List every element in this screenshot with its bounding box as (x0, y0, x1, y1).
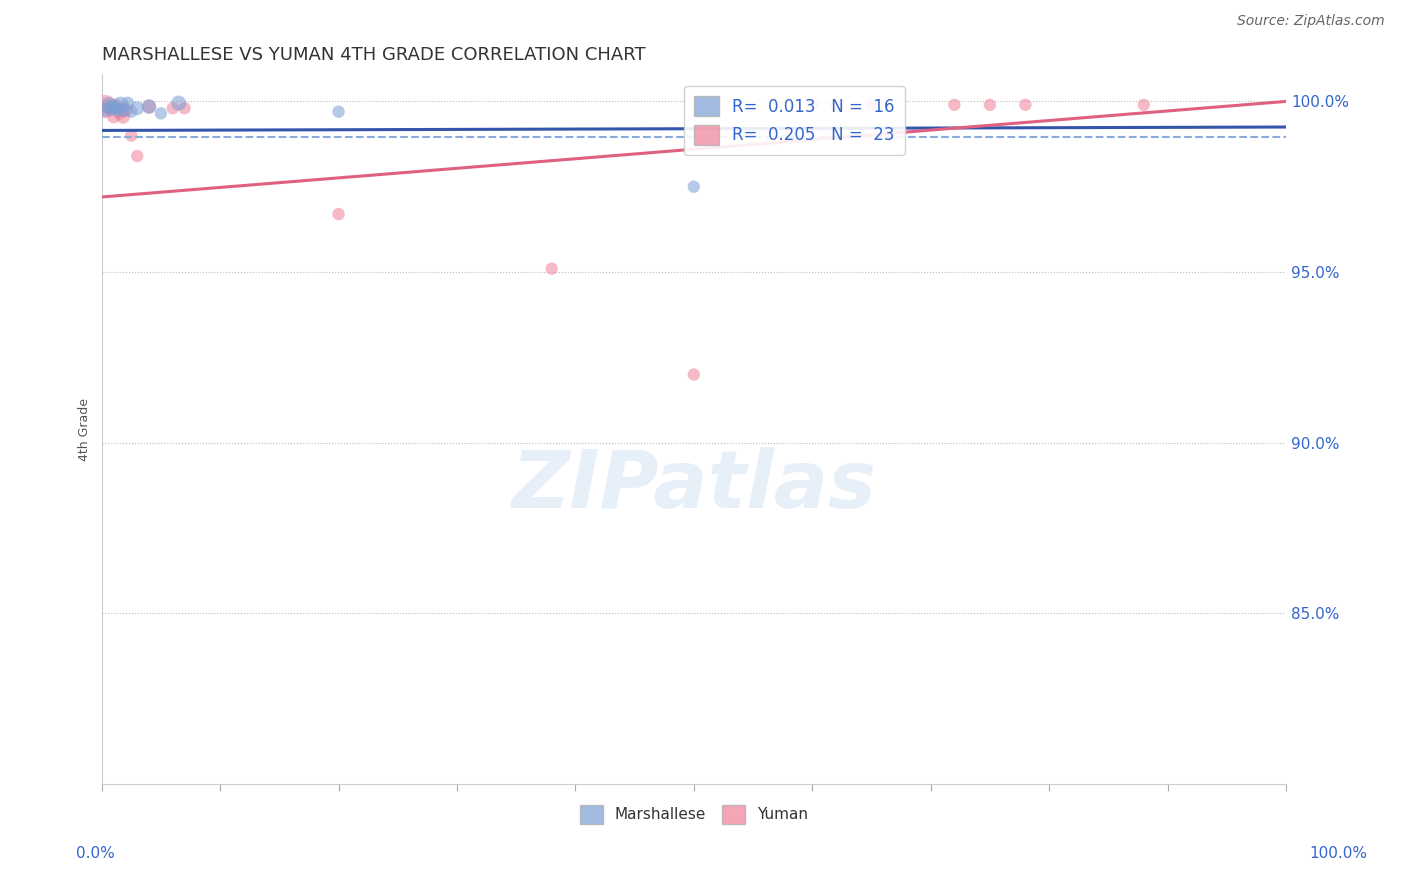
Point (111, 110, 134, 124)
Point (167, 96, 190, 111)
Point (120, 128, 142, 143)
Point (100, 101, 122, 115)
Point (682, 179, 704, 194)
Point (1133, 98, 1156, 112)
Point (127, 101, 149, 115)
Text: ZIPatlas: ZIPatlas (512, 447, 876, 524)
Point (104, 101, 127, 115)
Text: MARSHALLESE VS YUMAN 4TH GRADE CORRELATION CHART: MARSHALLESE VS YUMAN 4TH GRADE CORRELATI… (101, 46, 645, 64)
Point (97, 99, 120, 113)
Point (94, 103, 117, 117)
Point (107, 103, 129, 117)
Point (138, 99, 160, 113)
Point (328, 207, 350, 221)
Point (100, 101, 122, 115)
Point (103, 99, 125, 113)
Point (104, 98, 127, 112)
Text: 100.0%: 100.0% (1309, 847, 1368, 861)
Point (943, 98, 966, 112)
Point (108, 106, 131, 120)
Point (103, 110, 125, 124)
Point (825, 98, 848, 112)
Point (94, 99, 117, 113)
Point (173, 101, 195, 115)
Point (117, 96, 139, 111)
Point (328, 104, 350, 119)
Point (801, 98, 824, 112)
Point (860, 98, 883, 112)
Point (97, 98, 120, 112)
Y-axis label: 4th Grade: 4th Grade (79, 398, 91, 460)
Point (1014, 98, 1036, 112)
Text: 0.0%: 0.0% (76, 847, 115, 861)
Point (149, 106, 172, 120)
Legend: Marshallese, Yuman: Marshallese, Yuman (574, 799, 814, 830)
Point (540, 261, 562, 276)
Point (979, 98, 1001, 112)
Point (127, 149, 149, 163)
Point (120, 104, 142, 119)
Point (162, 101, 184, 115)
Point (114, 103, 136, 117)
Point (682, 368, 704, 382)
Point (111, 103, 134, 117)
Text: Source: ZipAtlas.com: Source: ZipAtlas.com (1237, 14, 1385, 28)
Point (110, 98, 132, 112)
Point (138, 99, 160, 113)
